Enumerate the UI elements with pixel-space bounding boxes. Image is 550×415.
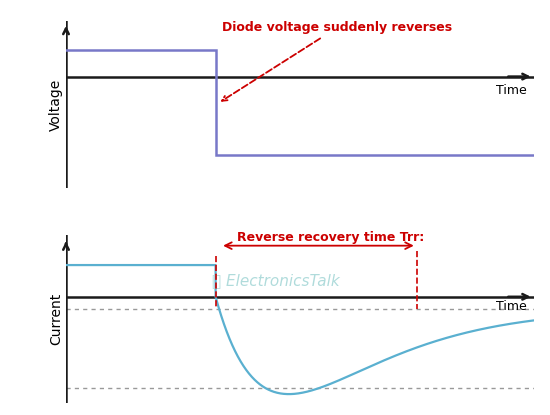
Text: Time: Time [496,84,526,98]
Text: ⓔ ElectronicsTalk: ⓔ ElectronicsTalk [212,273,340,288]
Text: Reverse recovery time Trr:: Reverse recovery time Trr: [236,231,424,244]
Y-axis label: Voltage: Voltage [49,78,63,131]
Text: Time: Time [496,300,526,313]
Y-axis label: Current: Current [49,293,63,345]
Text: Diode voltage suddenly reverses: Diode voltage suddenly reverses [222,21,452,101]
